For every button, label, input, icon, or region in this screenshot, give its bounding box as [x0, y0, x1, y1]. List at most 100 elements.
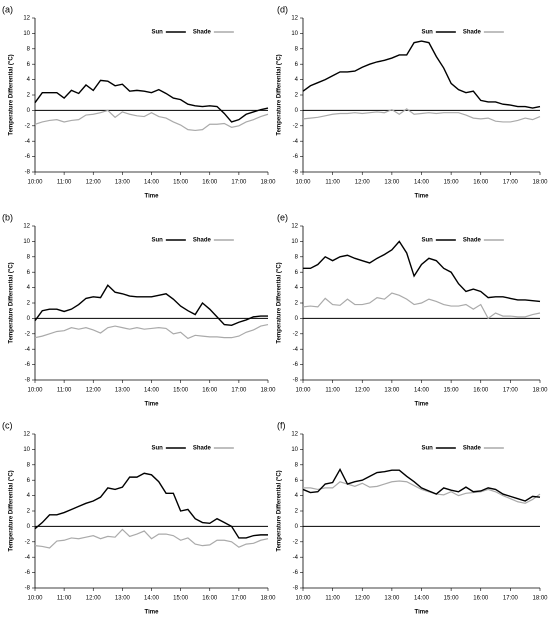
x-tick-label: 13:00	[115, 388, 131, 394]
y-tick-label: -8	[293, 378, 299, 384]
legend-label: Sun	[152, 238, 164, 244]
legend-label: Sun	[422, 446, 434, 452]
y-tick-label: 10	[291, 31, 298, 37]
x-tick-label: 16:00	[202, 388, 218, 394]
y-axis-label: Temperature Differential (°C)	[9, 262, 15, 343]
y-tick-label: -8	[293, 170, 299, 176]
y-tick-label: -6	[293, 362, 299, 368]
x-tick-label: 10:00	[27, 596, 43, 602]
x-tick-label: 11:00	[325, 596, 340, 602]
series-line	[303, 480, 541, 504]
y-tick-label: 2	[27, 93, 31, 99]
series-line	[34, 109, 269, 132]
panel-label: (b)	[2, 212, 13, 222]
x-tick-label: 14:00	[414, 596, 430, 602]
y-tick-label: 0	[295, 316, 299, 322]
x-tick-label: 14:00	[144, 596, 160, 602]
y-tick-label: 4	[27, 493, 31, 499]
y-tick-label: -8	[25, 586, 31, 592]
y-tick-label: 8	[295, 46, 299, 52]
series-line	[34, 79, 269, 123]
y-tick-label: -2	[293, 123, 299, 129]
y-tick-label: -4	[25, 139, 31, 145]
y-tick-label: 4	[27, 77, 31, 83]
x-tick-label: 10:00	[295, 596, 311, 602]
x-tick-label: 13:00	[384, 596, 400, 602]
y-tick-label: -2	[25, 123, 31, 129]
y-tick-label: -2	[293, 331, 299, 337]
x-tick-label: 16:00	[202, 180, 218, 186]
panel-label: (c)	[2, 420, 13, 430]
y-tick-label: -2	[25, 539, 31, 545]
y-tick-label: -6	[25, 154, 31, 160]
x-axis-label: Time	[415, 610, 430, 616]
panel-label: (a)	[2, 4, 13, 14]
y-tick-label: 4	[295, 77, 299, 83]
x-tick-label: 16:00	[473, 388, 489, 394]
y-tick-label: 0	[27, 108, 31, 114]
y-tick-label: 6	[295, 478, 299, 484]
x-axis-label: Time	[145, 610, 160, 616]
x-tick-label: 11:00	[57, 596, 72, 602]
x-tick-label: 14:00	[414, 388, 430, 394]
legend-label: Shade	[193, 30, 212, 36]
series-line	[303, 240, 541, 303]
x-tick-label: 17:00	[231, 596, 247, 602]
y-tick-label: 0	[295, 108, 299, 114]
x-tick-label: 11:00	[325, 180, 340, 186]
y-tick-label: 2	[295, 301, 299, 307]
x-tick-label: 16:00	[202, 596, 218, 602]
y-tick-label: -2	[25, 331, 31, 337]
y-tick-label: -8	[293, 586, 299, 592]
x-tick-label: 13:00	[115, 180, 131, 186]
y-tick-label: -4	[25, 555, 31, 561]
x-tick-label: 14:00	[144, 388, 160, 394]
series-line	[34, 323, 269, 340]
y-tick-label: -6	[25, 570, 31, 576]
series-line	[302, 292, 541, 320]
series-line	[302, 40, 541, 109]
y-tick-label: 10	[23, 447, 30, 453]
x-tick-label: 11:00	[57, 388, 72, 394]
y-tick-label: 0	[27, 524, 31, 530]
panel-label: (d)	[277, 4, 288, 14]
y-tick-label: 10	[23, 239, 30, 245]
x-tick-label: 10:00	[295, 180, 311, 186]
legend-label: Sun	[422, 30, 434, 36]
y-tick-label: -8	[25, 170, 31, 176]
x-tick-label: 18:00	[532, 388, 548, 394]
y-tick-label: 8	[27, 254, 31, 260]
y-tick-label: -4	[25, 347, 31, 353]
y-tick-label: -2	[293, 539, 299, 545]
y-tick-label: -4	[293, 139, 299, 145]
x-tick-label: 17:00	[503, 596, 519, 602]
legend-label: Sun	[152, 30, 164, 36]
y-tick-label: -4	[293, 347, 299, 353]
x-axis-label: Time	[145, 402, 160, 408]
x-tick-label: 13:00	[115, 596, 131, 602]
legend-label: Shade	[193, 446, 212, 452]
legend-label: Sun	[422, 238, 434, 244]
x-tick-label: 15:00	[173, 388, 189, 394]
y-tick-label: 4	[295, 493, 299, 499]
y-tick-label: 12	[291, 432, 298, 438]
y-tick-label: 6	[27, 478, 31, 484]
series-line	[34, 284, 268, 327]
y-tick-label: 10	[291, 239, 298, 245]
x-axis-label: Time	[415, 402, 430, 408]
x-tick-label: 17:00	[503, 388, 519, 394]
x-tick-label: 12:00	[355, 596, 371, 602]
y-axis-label: Temperature Differential (°C)	[9, 54, 15, 135]
y-tick-label: 2	[295, 509, 299, 515]
x-axis-label: Time	[145, 194, 160, 200]
y-tick-label: 2	[27, 301, 31, 307]
x-tick-label: 18:00	[532, 180, 548, 186]
x-tick-label: 16:00	[473, 180, 489, 186]
x-tick-label: 10:00	[295, 388, 311, 394]
y-tick-label: 12	[291, 224, 298, 230]
y-tick-label: 8	[295, 462, 299, 468]
x-tick-label: 18:00	[532, 596, 548, 602]
x-tick-label: 12:00	[355, 180, 371, 186]
x-tick-label: 16:00	[473, 596, 489, 602]
